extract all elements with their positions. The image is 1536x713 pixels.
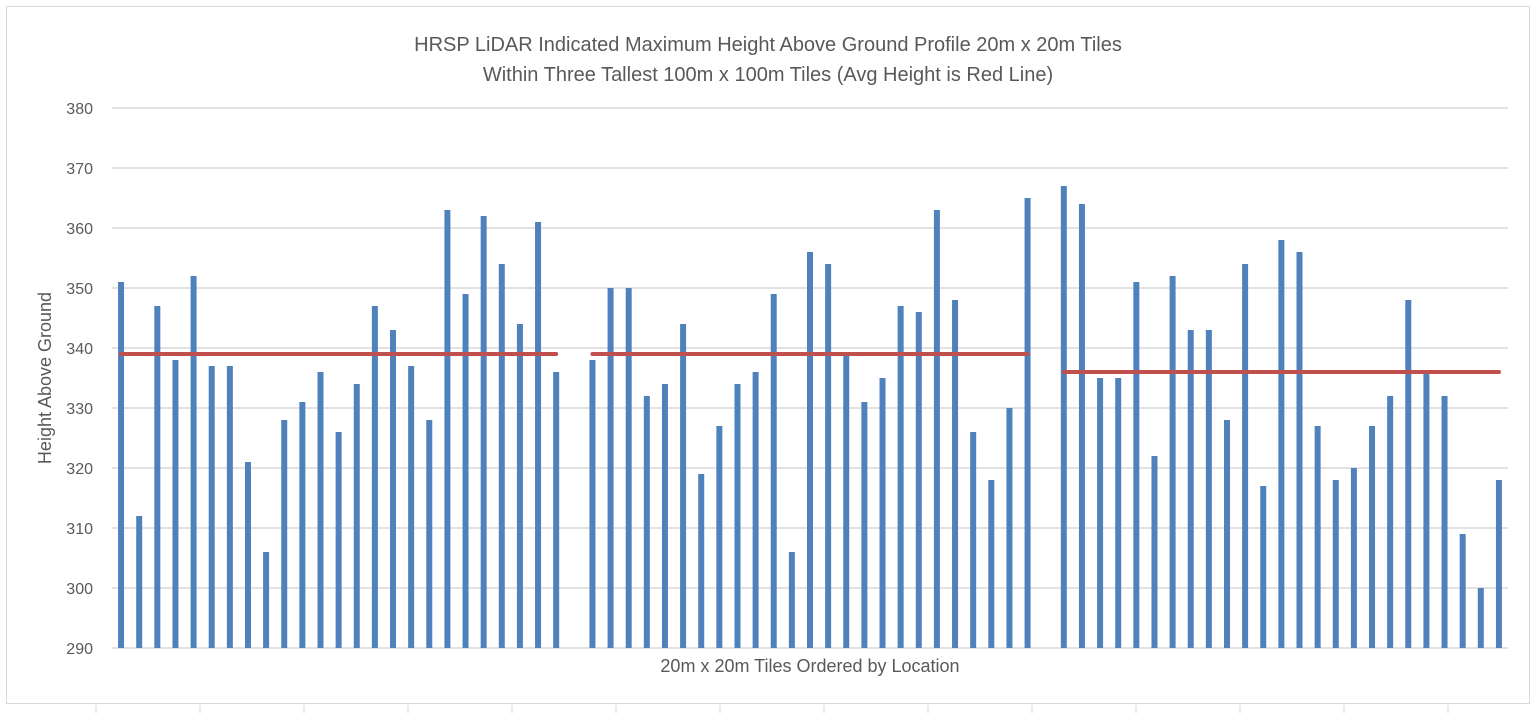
bar: [643, 396, 650, 648]
y-tick-label: 330: [66, 401, 93, 418]
bar: [1242, 264, 1249, 648]
bar: [770, 294, 777, 648]
bar: [244, 462, 251, 648]
bar: [1024, 198, 1031, 648]
bar: [716, 426, 723, 648]
bar: [825, 264, 832, 648]
y-tick-label: 340: [66, 341, 93, 358]
bar: [408, 366, 415, 648]
bar: [807, 252, 813, 648]
bar: [970, 432, 977, 648]
bar: [788, 552, 795, 648]
bar: [915, 312, 922, 648]
bar: [589, 360, 596, 648]
bar: [1459, 534, 1466, 648]
chart-title-line-1: HRSP LiDAR Indicated Maximum Height Abov…: [414, 34, 1122, 56]
y-tick-label: 300: [66, 581, 93, 598]
bar: [1314, 426, 1321, 648]
bar: [208, 366, 215, 648]
bar: [1405, 300, 1412, 648]
bar: [1477, 588, 1484, 648]
bar: [263, 552, 270, 648]
bar: [1495, 480, 1502, 648]
bar: [988, 480, 995, 648]
bar: [1278, 240, 1285, 648]
bar: [390, 330, 397, 648]
y-tick-label: 370: [66, 161, 93, 178]
bar: [190, 276, 197, 648]
bar: [1387, 396, 1394, 648]
bar: [1441, 396, 1448, 648]
bar: [861, 402, 868, 648]
bar: [933, 210, 940, 648]
bar: [1097, 378, 1104, 648]
bar: [498, 264, 505, 648]
bar: [1296, 252, 1303, 648]
bar: [353, 384, 360, 648]
bar: [752, 372, 759, 648]
bar: [426, 420, 433, 648]
bar: [516, 324, 523, 648]
bar: [444, 210, 451, 648]
bar: [661, 384, 668, 648]
bar: [172, 360, 179, 648]
bar: [136, 516, 143, 648]
bar: [1169, 276, 1176, 648]
bar: [226, 366, 233, 648]
bar: [734, 384, 741, 648]
bar: [1260, 486, 1267, 648]
y-tick-label: 380: [66, 101, 93, 118]
bar: [1423, 372, 1430, 648]
y-tick-label: 350: [66, 281, 93, 298]
bar: [1332, 480, 1339, 648]
bar: [680, 324, 687, 648]
bar: [879, 378, 886, 648]
bar: [317, 372, 324, 648]
bar: [118, 282, 125, 648]
bar: [625, 288, 632, 648]
y-tick-label: 360: [66, 221, 93, 238]
bar: [1223, 420, 1230, 648]
bar: [535, 222, 542, 648]
bar: [1006, 408, 1013, 648]
bar: [897, 306, 904, 648]
bar: [698, 474, 705, 648]
bar: [335, 432, 342, 648]
bar: [553, 372, 560, 648]
bar: [480, 216, 487, 648]
bar: [1060, 186, 1067, 648]
chart-title-line-2: Within Three Tallest 100m x 100m Tiles (…: [482, 64, 1054, 86]
bar: [1133, 282, 1140, 648]
y-tick-label: 290: [66, 641, 93, 658]
x-axis-label: 20m x 20m Tiles Ordered by Location: [660, 656, 959, 676]
bar: [154, 306, 161, 648]
bar: [281, 420, 288, 648]
bar: [1115, 378, 1122, 648]
y-axis-label: Height Above Ground: [35, 292, 55, 464]
bar: [1350, 468, 1357, 648]
bar: [1187, 330, 1194, 648]
bar: [462, 294, 469, 648]
bar: [371, 306, 378, 648]
bar: [299, 402, 306, 648]
bar: [1369, 426, 1376, 648]
bar: [1205, 330, 1212, 648]
y-tick-label: 310: [66, 521, 93, 538]
bar: [1078, 204, 1085, 648]
bar: [952, 300, 959, 648]
bar: [843, 354, 850, 648]
y-tick-label: 320: [66, 461, 93, 478]
bar: [1151, 456, 1158, 648]
bar: [607, 288, 614, 648]
